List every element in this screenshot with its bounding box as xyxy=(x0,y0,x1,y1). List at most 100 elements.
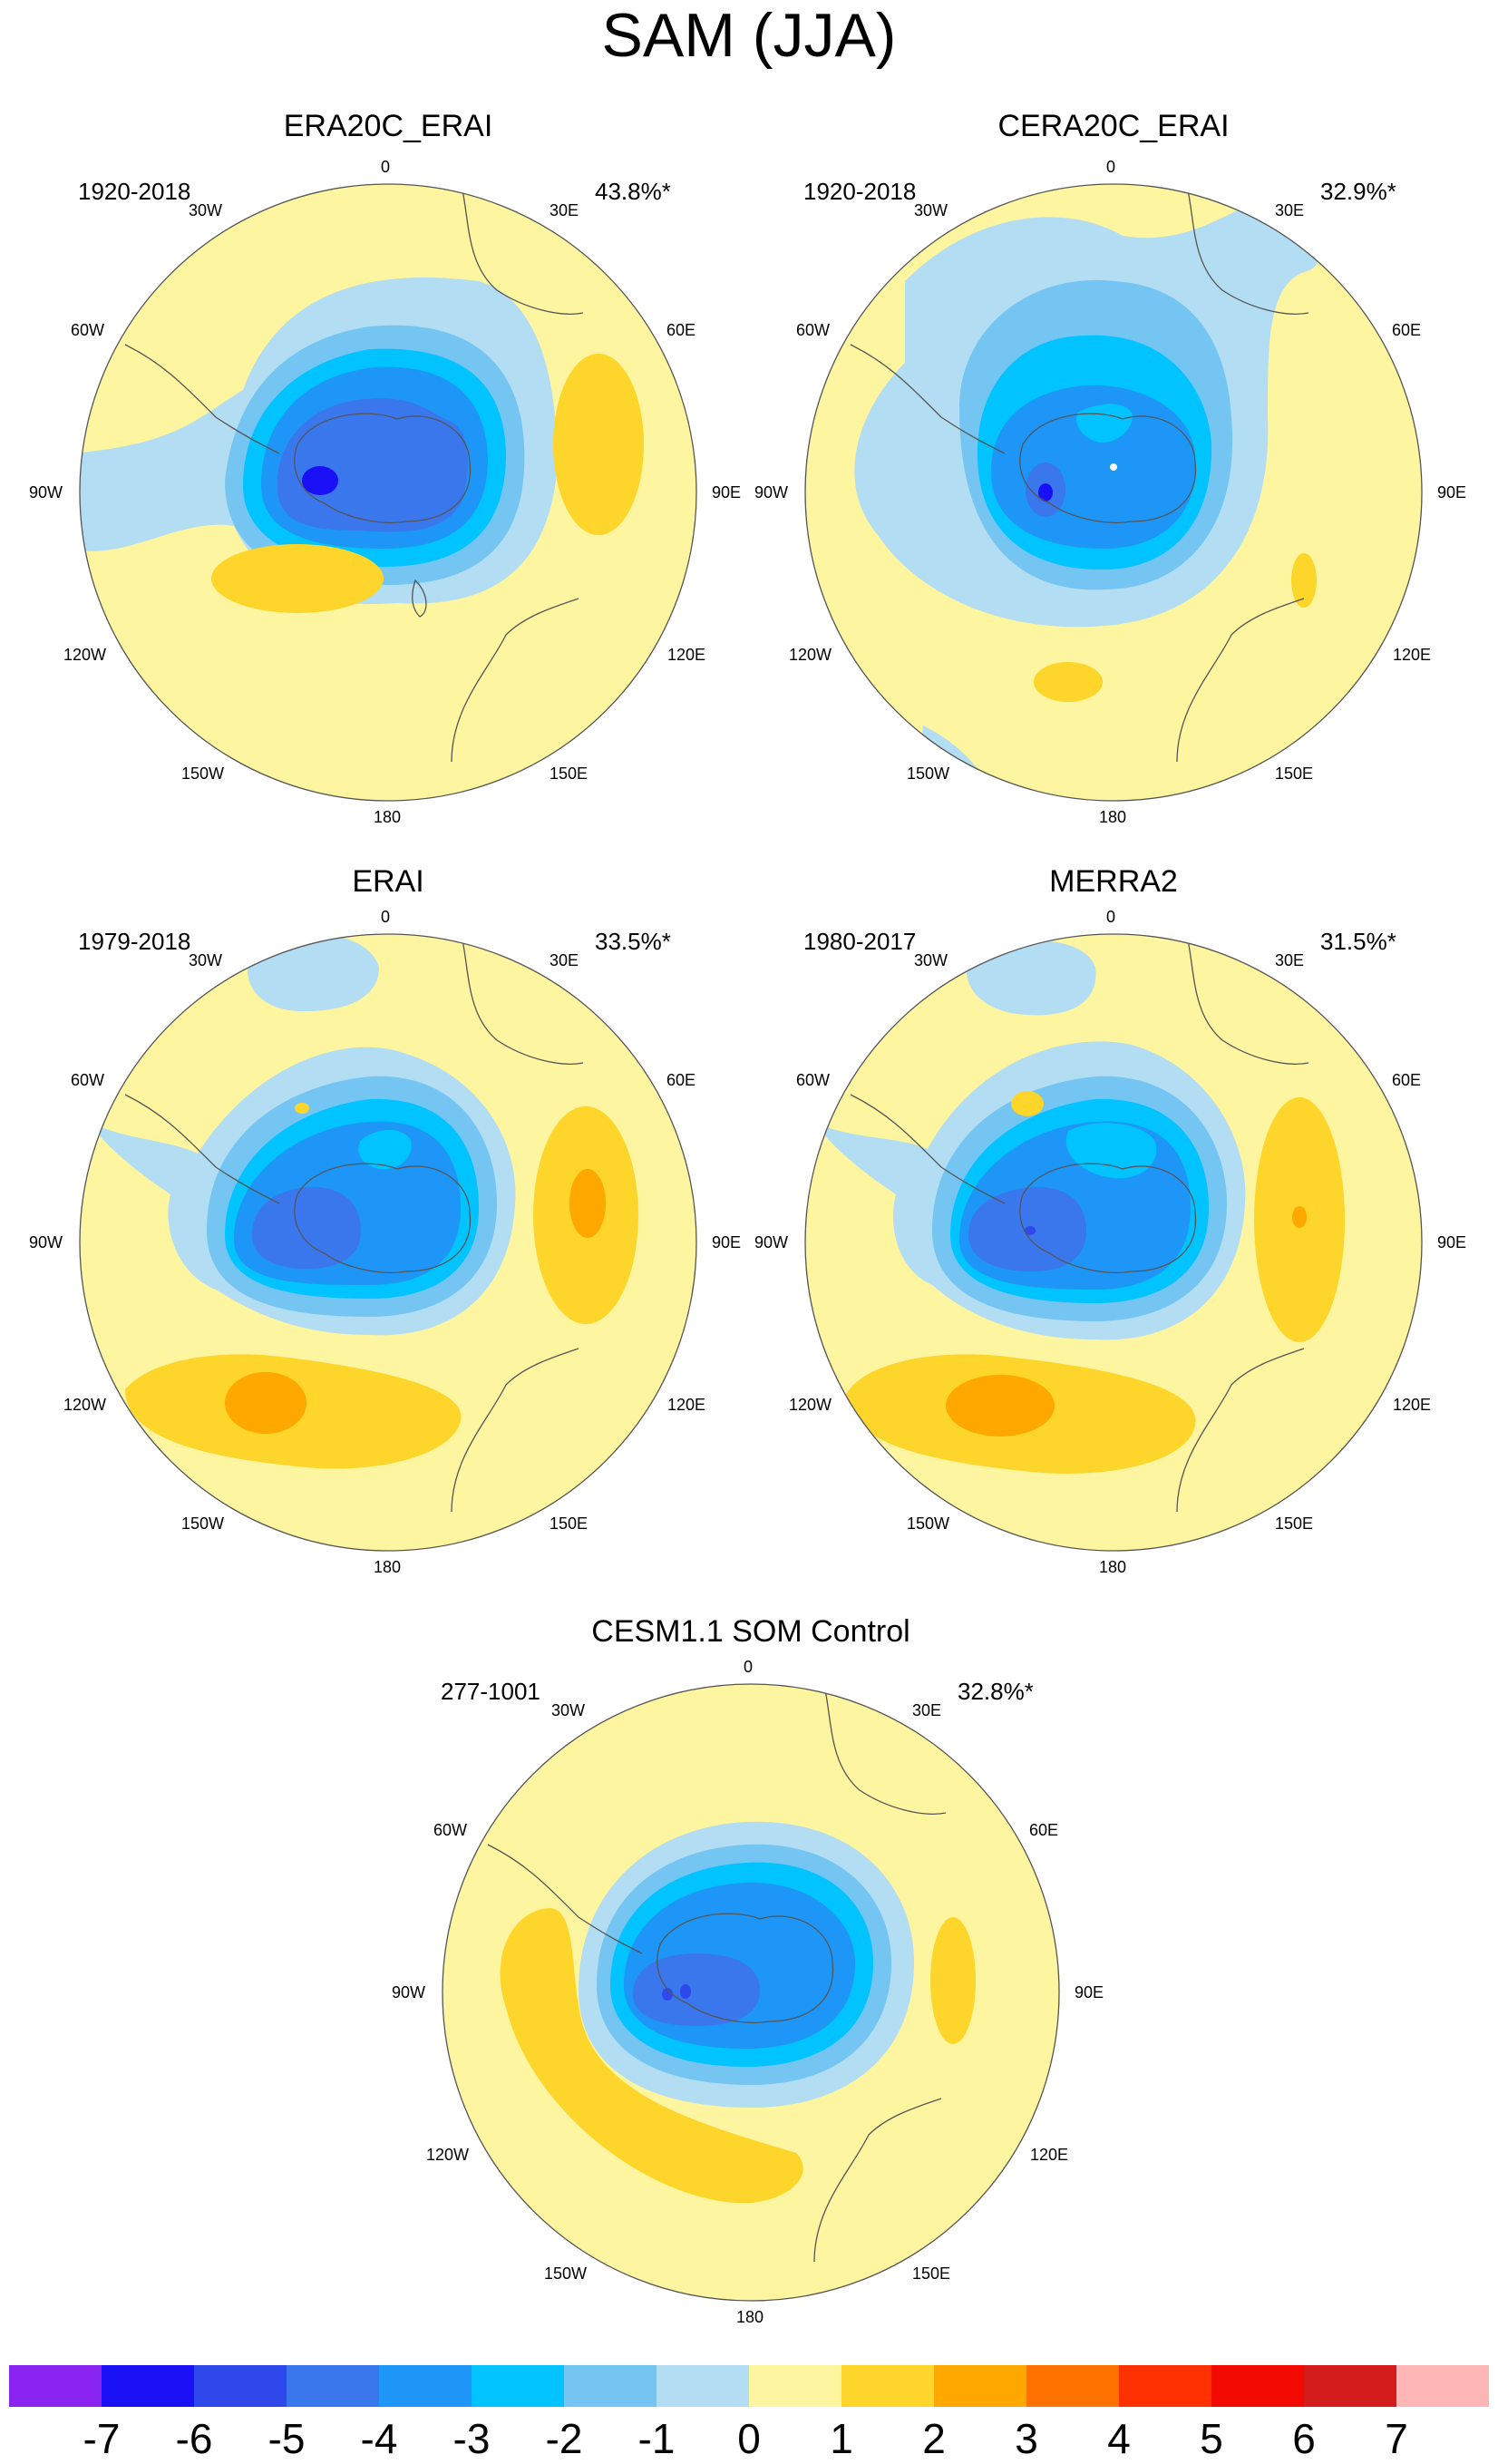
continent-outline xyxy=(813,2098,942,2263)
lon-label: 30W xyxy=(914,201,948,219)
lon-label: 150E xyxy=(550,765,588,783)
colorbar-tick-label: 3 xyxy=(1015,2415,1038,2462)
colorbar-tick-label: 6 xyxy=(1292,2415,1316,2462)
lon-label: 60E xyxy=(666,1071,696,1089)
colorbar-swatch xyxy=(657,2365,749,2407)
colorbar-tick-label: -2 xyxy=(545,2415,583,2462)
lon-label: 60W xyxy=(71,321,105,339)
positive-anomaly-lobe-strong xyxy=(1292,1206,1307,1228)
lon-label: 90E xyxy=(712,1233,742,1251)
positive-anomaly-lobe-strong xyxy=(946,1375,1055,1437)
lon-label: 30W xyxy=(551,1701,586,1719)
positive-anomaly-lobe xyxy=(553,354,644,535)
colorbar-tick-label: 5 xyxy=(1200,2415,1223,2462)
continent-outline xyxy=(412,579,427,618)
colorbar-tick-label: 4 xyxy=(1107,2415,1131,2462)
ice-sheet-outline xyxy=(1019,1163,1197,1273)
negative-anomaly-ring-5 xyxy=(277,398,469,532)
panel-variance: 33.5%* xyxy=(595,928,671,955)
lon-label: 180 xyxy=(374,1558,402,1576)
ice-sheet-outline xyxy=(294,413,472,523)
colorbar-tick-label: -3 xyxy=(452,2415,491,2462)
polar-map xyxy=(442,1683,1060,2302)
polar-map xyxy=(804,183,1423,802)
lon-label: 60W xyxy=(796,321,831,339)
negative-anomaly-ring-5 xyxy=(252,1186,361,1269)
colorbar-tick-label: -1 xyxy=(637,2415,676,2462)
lon-label: 120W xyxy=(789,646,832,664)
continent-outline xyxy=(1185,184,1309,315)
panel-period: 1980-2017 xyxy=(803,928,917,955)
panel-title: ERAI xyxy=(352,864,424,899)
colorbar-tick-label: -7 xyxy=(83,2415,121,2462)
lon-label: 60E xyxy=(1392,1071,1422,1089)
lon-label: 150W xyxy=(181,765,225,783)
continent-outline xyxy=(850,1094,1006,1204)
lon-label: 150W xyxy=(907,765,950,783)
lon-label: 90E xyxy=(1437,483,1467,502)
lon-label: 60W xyxy=(433,1821,468,1839)
lon-label: 30E xyxy=(1275,201,1305,219)
negative-anomaly-ring-1 xyxy=(248,934,379,1012)
negative-anomaly-ring-3 xyxy=(1065,1123,1157,1179)
lon-label: 150W xyxy=(181,1514,225,1533)
panel-period: 1920-2018 xyxy=(78,178,191,205)
positive-anomaly-lobe xyxy=(930,1917,976,2044)
lon-label: 60W xyxy=(71,1071,105,1089)
lon-label: 120E xyxy=(1393,646,1432,664)
lon-label: 30E xyxy=(1275,951,1305,969)
lon-label: 150E xyxy=(1275,1514,1314,1533)
lon-label: 180 xyxy=(374,808,402,826)
lon-label: 0 xyxy=(381,158,391,176)
lon-label: 120W xyxy=(789,1396,832,1414)
panel-variance: 32.8%* xyxy=(958,1678,1034,1705)
lon-label: 60E xyxy=(1029,1821,1059,1839)
colorbar xyxy=(9,2365,1489,2407)
colorbar-swatch xyxy=(1396,2365,1489,2407)
lon-label: 30E xyxy=(550,951,579,969)
lon-label: 90W xyxy=(29,1233,63,1251)
colorbar-swatch xyxy=(379,2365,472,2407)
positive-anomaly-lobe xyxy=(500,1908,803,2204)
lon-label: 90E xyxy=(1075,1983,1104,2001)
positive-anomaly-lobe-strong xyxy=(569,1169,606,1238)
polar-map xyxy=(79,933,697,1552)
continent-outline xyxy=(1176,598,1305,763)
lon-label: 30W xyxy=(189,201,223,219)
colorbar-swatch xyxy=(9,2365,102,2407)
colorbar-swatch xyxy=(1119,2365,1211,2407)
lon-label: 120W xyxy=(63,1396,107,1414)
map-boundary xyxy=(442,1683,1060,2302)
colorbar-tick-label: -4 xyxy=(360,2415,398,2462)
lon-label: 90E xyxy=(1437,1233,1467,1251)
colorbar-tick-label: 1 xyxy=(830,2415,853,2462)
lon-label: 120E xyxy=(1030,2146,1069,2164)
colorbar-tick-label: -6 xyxy=(175,2415,213,2462)
negative-anomaly-core xyxy=(680,1984,691,1999)
panel-variance: 32.9%* xyxy=(1320,178,1396,205)
continent-outline xyxy=(1185,934,1309,1065)
colorbar-swatch xyxy=(934,2365,1026,2407)
negative-anomaly-core xyxy=(1025,1226,1036,1235)
continent-outline xyxy=(487,1844,643,1954)
colorbar-swatch xyxy=(841,2365,934,2407)
panel-period: 1979-2018 xyxy=(78,928,191,955)
panel-variance: 31.5%* xyxy=(1320,928,1396,955)
ice-sheet-outline xyxy=(1019,413,1197,523)
positive-anomaly-lobe xyxy=(1034,662,1103,702)
continent-outline xyxy=(1176,1348,1305,1513)
ice-sheet-outline xyxy=(294,1163,472,1273)
negative-anomaly-ring-1 xyxy=(966,940,1096,1016)
lon-label: 30E xyxy=(550,201,579,219)
colorbar-swatch xyxy=(564,2365,657,2407)
continent-outline xyxy=(124,1094,280,1204)
colorbar-tick-label: 2 xyxy=(922,2415,946,2462)
map-boundary xyxy=(804,183,1423,802)
panel-title: ERA20C_ERAI xyxy=(283,109,493,143)
panel-period: 1920-2018 xyxy=(803,178,917,205)
positive-anomaly-lobe xyxy=(211,544,384,613)
continent-outline xyxy=(124,344,280,454)
colorbar-tick-label: 7 xyxy=(1385,2415,1408,2462)
lon-label: 150W xyxy=(544,2264,588,2283)
positive-anomaly-lobe xyxy=(1291,553,1317,608)
